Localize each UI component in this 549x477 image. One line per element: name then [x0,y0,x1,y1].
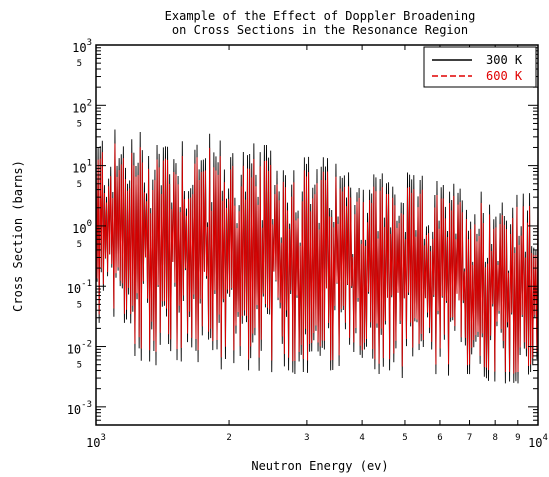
legend-label-600k: 600 K [486,69,523,83]
x-minor-tick-label: 2 [226,433,231,443]
y-axis-label: Cross Section (barns) [11,160,25,312]
x-minor-tick-label: 5 [402,433,407,443]
y-minor-tick-label: 5 [77,119,82,129]
y-minor-tick-label: 5 [77,59,82,69]
chart-title-line-2: on Cross Sections in the Resonance Regio… [172,23,468,37]
legend-box [423,46,537,88]
x-minor-tick-label: 8 [492,433,497,443]
x-tick-label: 103 [86,433,106,450]
chart-title-line-1: Example of the Effect of Doppler Broaden… [165,9,476,23]
axis-tick-labels: 10-3 10-2 10-1 100 101 102 103 5 5 5 5 5 5 103 104 2 3 4 5… [67,38,548,450]
x-minor-tick-label: 9 [515,433,520,443]
y-tick-label: 103 [72,38,92,55]
legend-label-300k: 300 K [486,53,523,67]
y-minor-tick-label: 5 [77,240,82,250]
series-600k-line [96,143,538,374]
series-600k [96,143,538,374]
y-minor-tick-label: 5 [77,361,82,371]
series-300k [96,129,538,384]
x-minor-tick-label: 3 [304,433,309,443]
y-minor-tick-label: 5 [77,300,82,310]
y-tick-label: 10-3 [67,400,92,417]
y-tick-label: 10-2 [67,340,92,357]
y-minor-tick-label: 5 [77,180,82,190]
y-tick-label: 102 [72,98,92,115]
series-300k-line [96,129,538,384]
x-minor-tick-label: 6 [437,433,442,443]
legend: 300 K 600 K [423,46,537,88]
y-tick-label: 100 [72,219,92,236]
x-tick-label: 104 [528,433,548,450]
x-axis-label: Neutron Energy (ev) [251,459,388,473]
x-minor-tick-label: 7 [467,433,472,443]
y-tick-label: 101 [72,159,92,176]
y-tick-label: 10-1 [67,279,92,296]
x-minor-tick-label: 4 [359,433,364,443]
